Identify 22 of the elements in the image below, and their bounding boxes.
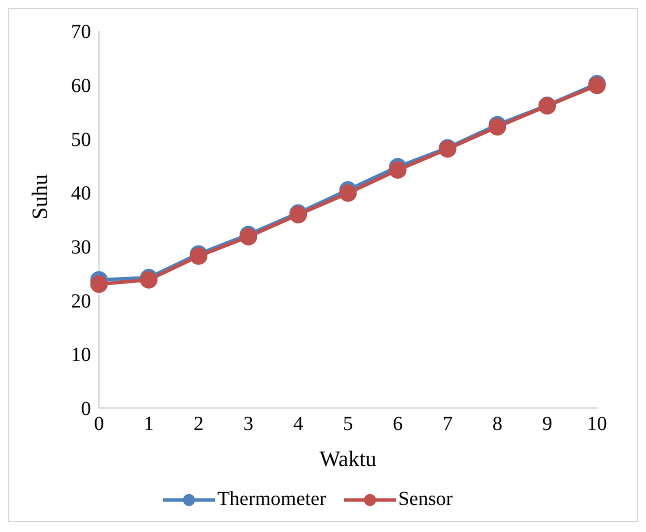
x-tick-label: 9 (542, 413, 552, 436)
y-tick-label: 10 (71, 344, 91, 366)
y-axis-title: Suhu (26, 174, 52, 220)
x-tick-label: 1 (144, 413, 154, 436)
x-tick-label: 8 (492, 413, 502, 436)
x-tick-label: 4 (293, 413, 304, 436)
x-tick-label: 2 (194, 413, 204, 436)
x-tick-label: 5 (343, 413, 353, 436)
x-axis-title: Waktu (320, 446, 376, 471)
x-tick-label: 6 (392, 413, 403, 436)
y-tick-label: 70 (71, 21, 91, 44)
y-tick-label: 50 (71, 128, 91, 151)
y-tick-label: 60 (71, 74, 91, 97)
x-tick-label: 10 (587, 413, 607, 436)
legend-label: Sensor (398, 488, 453, 511)
y-tick-label: 20 (71, 290, 91, 312)
y-tick-label: 30 (71, 236, 91, 259)
x-tick-label: 3 (243, 413, 254, 436)
legend-label: Thermometer (217, 488, 326, 511)
x-tick-label: 7 (442, 413, 453, 436)
y-tick-label: 0 (81, 398, 91, 420)
y-tick-label: 40 (71, 182, 91, 205)
